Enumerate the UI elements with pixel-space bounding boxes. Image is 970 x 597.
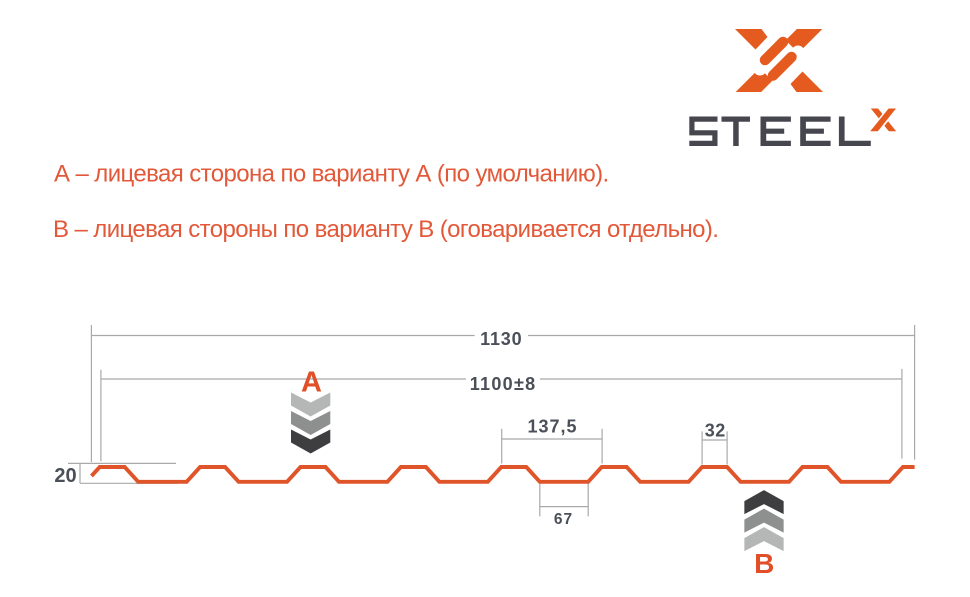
svg-text:1130: 1130 bbox=[480, 329, 522, 349]
svg-text:1100±8: 1100±8 bbox=[470, 374, 537, 394]
svg-text:137,5: 137,5 bbox=[527, 417, 577, 437]
svg-text:20: 20 bbox=[54, 465, 76, 487]
svg-text:32: 32 bbox=[705, 420, 726, 440]
svg-text:В: В bbox=[754, 548, 774, 579]
svg-text:А: А bbox=[301, 366, 322, 398]
svg-text:А – лицевая сторона по вариант: А – лицевая сторона по варианту А (по ум… bbox=[54, 161, 609, 188]
svg-text:В – лицевая стороны по вариант: В – лицевая стороны по варианту В (огова… bbox=[53, 216, 718, 243]
svg-text:67: 67 bbox=[554, 511, 573, 528]
